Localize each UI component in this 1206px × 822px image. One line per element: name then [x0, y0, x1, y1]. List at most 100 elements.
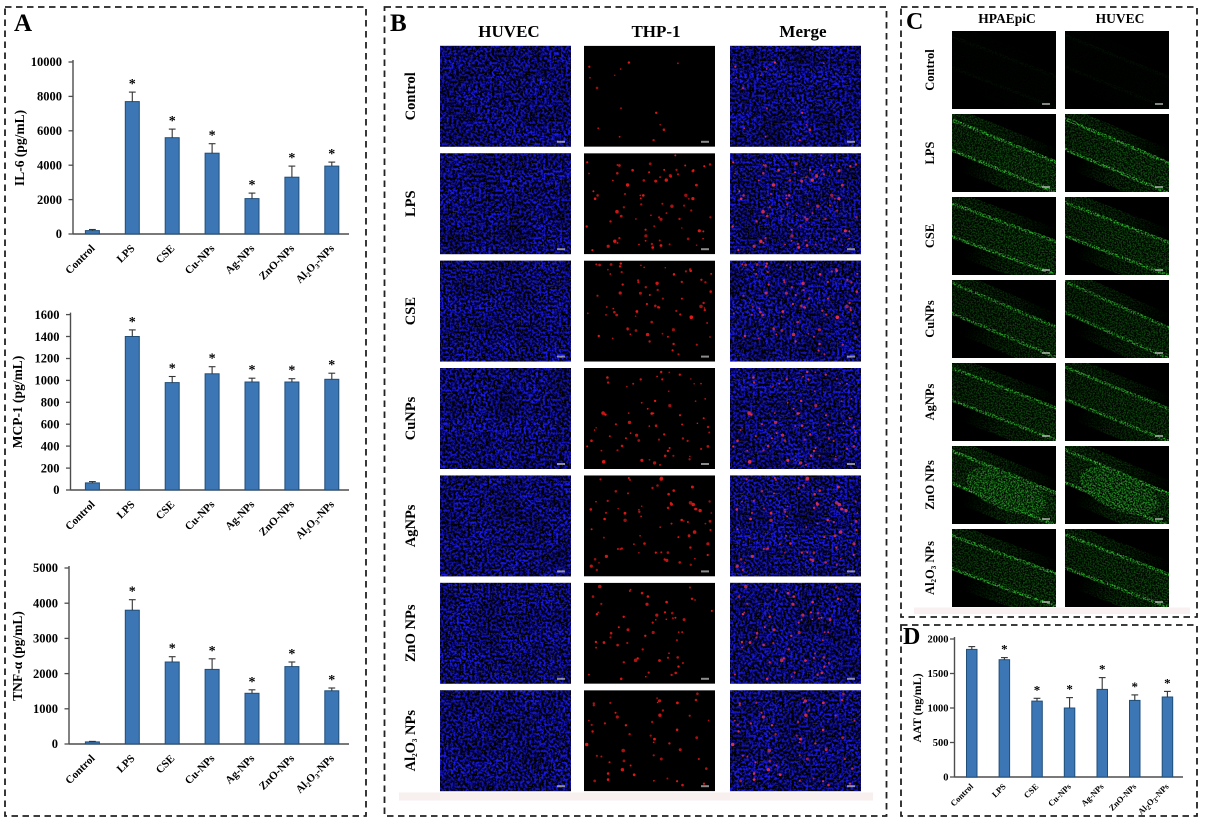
svg-text:LPS: LPS [115, 499, 138, 522]
svg-text:*: * [209, 352, 216, 367]
svg-text:400: 400 [41, 439, 60, 453]
svg-text:CSE: CSE [923, 224, 937, 248]
svg-text:ZnO NPs: ZnO NPs [403, 604, 419, 662]
svg-text:Al2O3 NPs: Al2O3 NPs [403, 710, 419, 772]
svg-text:*: * [1001, 642, 1008, 657]
svg-text:1000: 1000 [33, 702, 58, 716]
svg-text:LPS: LPS [115, 753, 138, 776]
svg-text:HUVEC: HUVEC [478, 22, 539, 41]
svg-text:1600: 1600 [35, 308, 60, 322]
svg-text:CSE: CSE [154, 753, 178, 777]
svg-text:4000: 4000 [37, 158, 62, 172]
svg-text:200: 200 [41, 461, 60, 475]
svg-text:*: * [288, 151, 295, 166]
svg-text:Ag-NPs: Ag-NPs [1079, 781, 1106, 808]
svg-text:HUVEC: HUVEC [1096, 11, 1145, 26]
svg-text:LPS: LPS [115, 243, 138, 266]
svg-text:ZnO-NPs: ZnO-NPs [257, 752, 298, 793]
svg-text:AgNPs: AgNPs [403, 504, 419, 547]
svg-text:Al2O3-NPs: Al2O3-NPs [294, 752, 338, 796]
svg-text:1000: 1000 [928, 704, 949, 715]
svg-text:Ag-NPs: Ag-NPs [223, 752, 257, 786]
svg-text:Control: Control [948, 781, 975, 808]
svg-text:1400: 1400 [35, 330, 60, 344]
svg-text:*: * [1164, 675, 1171, 690]
svg-text:*: * [129, 77, 136, 92]
svg-text:Merge: Merge [779, 22, 827, 41]
svg-text:CuNPs: CuNPs [923, 300, 937, 338]
svg-text:IL-6 (pg/mL): IL-6 (pg/mL) [12, 110, 27, 186]
svg-text:Al2O3-NPs: Al2O3-NPs [294, 242, 338, 286]
svg-text:CuNPs: CuNPs [403, 396, 419, 440]
svg-text:Ag-NPs: Ag-NPs [223, 498, 257, 532]
svg-text:HPAEpiC: HPAEpiC [978, 11, 1036, 26]
svg-text:2000: 2000 [928, 635, 949, 646]
svg-text:Control: Control [63, 753, 97, 787]
svg-text:Control: Control [63, 243, 97, 277]
svg-text:*: * [1099, 662, 1106, 677]
svg-text:THP-1: THP-1 [631, 22, 680, 41]
svg-text:10000: 10000 [31, 55, 62, 69]
svg-text:*: * [328, 673, 335, 688]
svg-text:Cu-NPs: Cu-NPs [183, 752, 218, 787]
svg-text:*: * [209, 644, 216, 659]
svg-text:0: 0 [52, 737, 58, 751]
svg-text:ZnO-NPs: ZnO-NPs [1107, 781, 1139, 813]
svg-text:500: 500 [933, 738, 949, 749]
svg-text:*: * [169, 114, 176, 129]
svg-text:Cu-NPs: Cu-NPs [1046, 781, 1074, 809]
svg-text:*: * [328, 358, 335, 373]
svg-text:ZnO-NPs: ZnO-NPs [257, 498, 298, 539]
svg-text:*: * [1066, 682, 1073, 697]
svg-text:800: 800 [41, 396, 60, 410]
svg-text:*: * [169, 362, 176, 377]
svg-text:*: * [129, 315, 136, 330]
svg-text:*: * [249, 675, 256, 690]
svg-text:*: * [249, 363, 256, 378]
svg-text:CSE: CSE [154, 243, 178, 267]
svg-text:Cu-NPs: Cu-NPs [183, 242, 218, 277]
svg-text:*: * [209, 129, 216, 144]
svg-text:Control: Control [63, 499, 97, 533]
svg-text:4000: 4000 [33, 597, 58, 611]
svg-text:MCP-1 (pg/mL): MCP-1 (pg/mL) [10, 356, 25, 449]
svg-text:600: 600 [41, 418, 60, 432]
svg-text:*: * [169, 642, 176, 657]
svg-text:Ag-NPs: Ag-NPs [223, 242, 257, 276]
svg-text:2000: 2000 [33, 667, 58, 681]
svg-text:CSE: CSE [1022, 781, 1041, 800]
svg-text:2000: 2000 [37, 193, 62, 207]
svg-text:LPS: LPS [990, 781, 1008, 799]
svg-text:LPS: LPS [403, 190, 419, 217]
svg-text:Control: Control [923, 49, 937, 91]
svg-text:*: * [129, 585, 136, 600]
svg-text:D: D [903, 624, 920, 650]
svg-text:0: 0 [53, 483, 59, 497]
svg-text:TNF-α (pg/mL): TNF-α (pg/mL) [10, 611, 25, 701]
svg-text:*: * [288, 364, 295, 379]
svg-text:ZnO NPs: ZnO NPs [923, 460, 937, 510]
svg-text:1500: 1500 [928, 669, 949, 680]
svg-text:*: * [1132, 679, 1139, 694]
svg-text:Control: Control [403, 72, 419, 120]
svg-text:Cu-NPs: Cu-NPs [183, 498, 218, 533]
svg-text:Al2O3-NPs: Al2O3-NPs [294, 498, 338, 542]
svg-text:*: * [288, 647, 295, 662]
svg-text:ZnO-NPs: ZnO-NPs [257, 242, 298, 283]
svg-text:C: C [906, 9, 923, 35]
svg-text:0: 0 [56, 227, 62, 241]
svg-text:5000: 5000 [33, 561, 58, 575]
svg-text:AgNPs: AgNPs [923, 383, 937, 420]
svg-text:A: A [14, 10, 32, 37]
svg-text:*: * [328, 147, 335, 162]
svg-text:AAT (ng/mL): AAT (ng/mL) [910, 673, 924, 742]
svg-text:1200: 1200 [35, 352, 60, 366]
svg-text:LPS: LPS [923, 141, 937, 164]
svg-text:Al2O3-NPs: Al2O3-NPs [1136, 781, 1173, 818]
svg-text:Al2O3 NPs: Al2O3 NPs [923, 541, 938, 595]
svg-text:3000: 3000 [33, 632, 58, 646]
svg-text:CSE: CSE [403, 297, 419, 325]
svg-text:*: * [249, 178, 256, 193]
svg-text:6000: 6000 [37, 124, 62, 138]
svg-text:8000: 8000 [37, 90, 62, 104]
